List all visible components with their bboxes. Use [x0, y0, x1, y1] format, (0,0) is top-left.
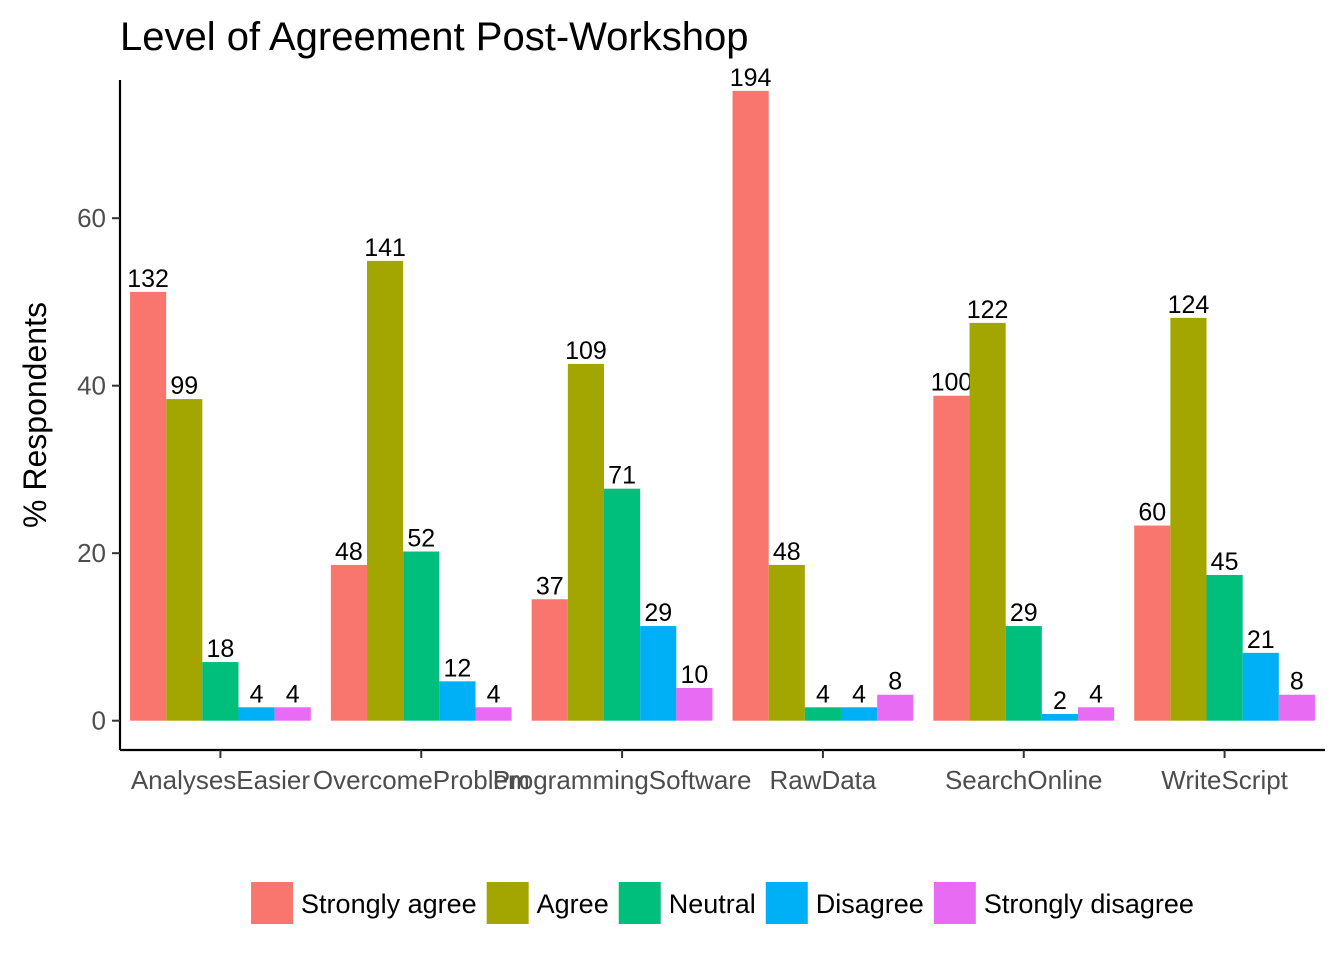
bar-overcomeproblem-neutral [403, 551, 440, 721]
legend-key-strongly-agree [251, 882, 294, 924]
y-tick-label: 40 [77, 371, 106, 401]
legend-key-strongly-disagree [933, 882, 976, 924]
legend-label-agree: Agree [537, 889, 609, 919]
data-label: 48 [335, 538, 363, 566]
bar-programmingsoftware-strongly-agree [531, 599, 568, 721]
data-label: 52 [407, 525, 435, 553]
data-label: 4 [816, 680, 830, 708]
bar-writescript-disagree [1242, 652, 1279, 721]
data-label: 8 [1290, 668, 1304, 696]
data-label: 45 [1211, 548, 1239, 576]
bar-analyseseasier-neutral [202, 662, 239, 721]
bar-overcomeproblem-agree [367, 260, 404, 721]
bar-programmingsoftware-strongly-disagree [676, 688, 713, 721]
data-label: 8 [888, 668, 902, 696]
data-label: 99 [170, 372, 198, 400]
bar-programmingsoftware-agree [567, 363, 605, 721]
bar-overcomeproblem-strongly-disagree [475, 707, 512, 721]
bar-writescript-neutral [1206, 574, 1243, 721]
data-label: 29 [1010, 599, 1038, 627]
data-label: 4 [487, 680, 501, 708]
bar-searchonline-neutral [1005, 626, 1042, 721]
bar-rawdata-neutral [804, 707, 841, 721]
legend-label-strongly-agree: Strongly agree [301, 889, 477, 919]
bar-overcomeproblem-disagree [439, 681, 476, 721]
bar-searchonline-disagree [1041, 713, 1078, 721]
legend-label-strongly-disagree: Strongly disagree [984, 889, 1194, 919]
data-label: 37 [536, 572, 564, 600]
bar-analyseseasier-agree [166, 399, 203, 721]
bar-writescript-strongly-disagree [1278, 694, 1315, 721]
y-tick-label: 20 [77, 538, 106, 568]
data-label: 4 [852, 680, 866, 708]
bar-analyseseasier-disagree [238, 707, 275, 721]
bar-programmingsoftware-neutral [604, 488, 641, 721]
x-tick-label-searchonline: SearchOnline [945, 765, 1103, 795]
data-label: 4 [286, 680, 300, 708]
data-label: 10 [680, 661, 708, 689]
legend-key-disagree [765, 882, 808, 924]
bar-overcomeproblem-strongly-agree [330, 564, 368, 721]
y-tick-label: 0 [92, 706, 106, 736]
data-label: 18 [207, 635, 235, 663]
data-label: 60 [1138, 499, 1166, 527]
data-label: 12 [443, 654, 471, 682]
bar-rawdata-disagree [840, 707, 878, 721]
bar-analyseseasier-strongly-disagree [274, 707, 311, 721]
bar-analyseseasier-strongly-agree [130, 291, 167, 721]
data-label: 21 [1247, 626, 1275, 654]
data-label: 122 [967, 296, 1009, 324]
data-label: 48 [773, 538, 801, 566]
data-label: 4 [1089, 680, 1103, 708]
x-tick-label-writescript: WriteScript [1161, 765, 1288, 795]
data-label: 124 [1168, 291, 1210, 319]
data-label: 2 [1053, 687, 1067, 715]
bar-rawdata-strongly-agree [732, 90, 769, 721]
bar-rawdata-strongly-disagree [877, 694, 914, 721]
data-label: 141 [364, 234, 406, 262]
y-tick-label: 60 [77, 203, 106, 233]
data-label: 132 [127, 265, 169, 293]
x-tick-label-programmingsoftware: ProgrammingSoftware [493, 765, 752, 795]
bar-rawdata-agree [768, 564, 805, 721]
legend: Strongly agree Agree Neutral Disagree Strong… [251, 882, 1194, 924]
x-tick-label-rawdata: RawData [769, 765, 876, 795]
data-label: 194 [730, 64, 772, 92]
chart-title: Level of Agreement Post-Workshop [120, 15, 748, 59]
data-label: 71 [608, 462, 636, 490]
x-tick-label-analyseseasier: AnalysesEasier [131, 765, 311, 795]
bar-searchonline-strongly-agree [933, 395, 970, 721]
data-label: 109 [565, 337, 607, 365]
data-label: 4 [250, 680, 264, 708]
legend-label-neutral: Neutral [669, 889, 756, 919]
data-label: 100 [931, 369, 973, 397]
legend-key-neutral [618, 882, 661, 924]
bar-writescript-strongly-agree [1134, 525, 1171, 721]
bar-writescript-agree [1170, 317, 1207, 721]
bar-searchonline-strongly-disagree [1077, 707, 1115, 721]
x-tick-label-overcomeproblem: OvercomeProblem [313, 765, 530, 795]
y-axis-label: % Respondents [17, 302, 53, 528]
bar-searchonline-agree [969, 322, 1006, 721]
bar-programmingsoftware-disagree [640, 626, 677, 721]
legend-key-agree [486, 882, 529, 924]
legend-label-disagree: Disagree [816, 889, 924, 919]
data-label: 29 [644, 599, 672, 627]
